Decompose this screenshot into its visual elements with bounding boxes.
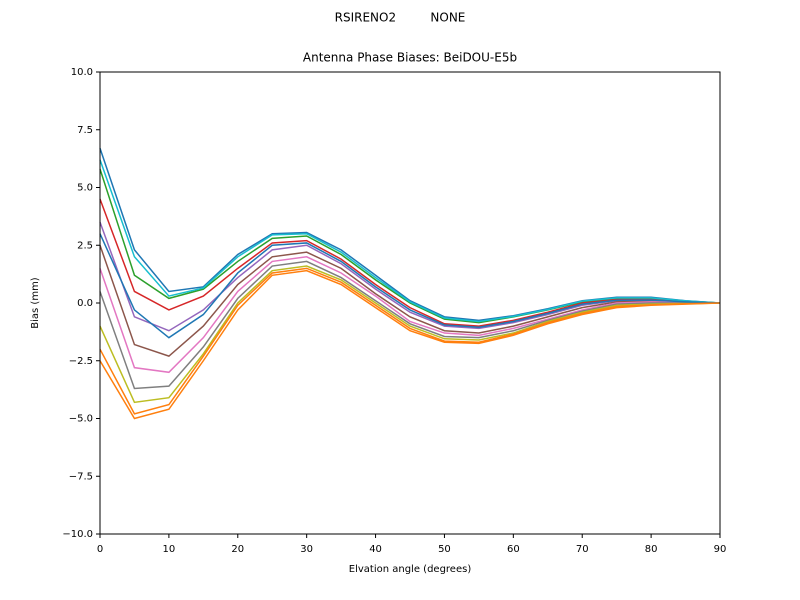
x-tick-label: 80 [645, 544, 658, 555]
x-tick-label: 0 [97, 544, 103, 555]
y-tick-label: −7.5 [69, 471, 93, 482]
y-tick-label: 5.0 [77, 183, 93, 194]
series-line [99, 260, 720, 390]
x-tick-label: 90 [714, 544, 727, 555]
series-line [99, 245, 721, 357]
series-line [99, 267, 721, 415]
y-tick-label: 10.0 [71, 67, 93, 78]
series-line [99, 269, 721, 420]
y-tick-label: −2.5 [69, 356, 93, 367]
x-tick-label: 40 [369, 544, 382, 555]
x-axis-label: Elvation angle (degrees) [349, 564, 472, 575]
y-tick-label: −5.0 [69, 414, 93, 425]
series-line [99, 233, 721, 339]
series-line [99, 265, 721, 404]
series-line [99, 256, 721, 374]
x-tick-label: 20 [231, 544, 244, 555]
y-tick-label: 2.5 [77, 240, 93, 251]
x-tick-label: 30 [300, 544, 313, 555]
y-tick-label: −10.0 [62, 529, 93, 540]
x-tick-label: 70 [576, 544, 589, 555]
y-tick-label: 7.5 [77, 125, 93, 136]
chart-title: Antenna Phase Biases: BeiDOU-E5b [303, 51, 517, 65]
x-tick-label: 60 [507, 544, 520, 555]
x-tick-label: 50 [438, 544, 451, 555]
y-tick-label: 0.0 [77, 298, 93, 309]
suptitle: RSIRENO2 NONE [335, 11, 466, 25]
series-line [99, 159, 721, 323]
x-tick-label: 10 [163, 544, 176, 555]
series-line [99, 221, 721, 332]
series-line [99, 147, 721, 322]
y-axis-label: Bias (mm) [30, 277, 41, 329]
